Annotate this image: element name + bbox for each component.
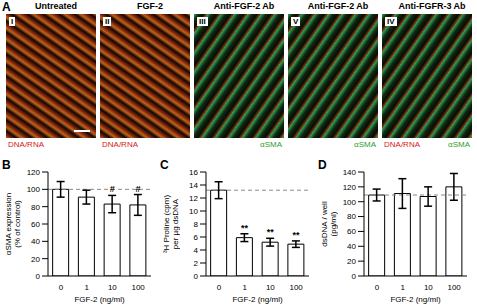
svg-text:40: 40 [347,242,356,251]
html-text:B: B [2,158,11,172]
svg-text:FGF-2 (ng/ml): FGF-2 (ng/ml) [232,295,283,304]
html-text:Untreated: Untreated [35,1,77,11]
html-text:αSMA: αSMA [354,140,376,149]
svg-text:100: 100 [447,283,461,292]
svg-text:4: 4 [194,246,199,255]
html-text:V: V [293,17,299,26]
svg-text:10: 10 [189,207,198,216]
svg-text:FGF-2 (ng/ml): FGF-2 (ng/ml) [74,295,125,304]
svg-text:**: ** [267,227,275,237]
svg-text:1: 1 [400,283,405,292]
svg-text:20: 20 [31,255,40,264]
html-text:Anti-FGF-2 Ab: Anti-FGF-2 Ab [307,1,369,11]
svg-text:³H Proline (cpm)per µg dsDNA: ³H Proline (cpm)per µg dsDNA [162,195,180,254]
html-text:FGF-2: FGF-2 [137,1,163,11]
svg-text:0: 0 [375,283,380,292]
svg-text:**: ** [241,223,249,233]
svg-text:14: 14 [189,181,198,190]
svg-text:100: 100 [289,283,303,292]
svg-text:100: 100 [27,185,41,194]
html-text:αSMA: αSMA [260,140,282,149]
svg-text:80: 80 [31,203,40,212]
html-text:DNA/RNA: DNA/RNA [102,140,138,149]
html-text:IV: IV [387,17,395,26]
svg-text:6: 6 [194,233,199,242]
svg-text:1: 1 [84,283,89,292]
svg-text:αSMA expression(% of control): αSMA expression(% of control) [4,193,22,255]
svg-text:100: 100 [131,283,145,292]
svg-text:2: 2 [194,259,199,268]
svg-text:140: 140 [343,168,357,177]
svg-text:**: ** [292,230,300,240]
html-text:A: A [2,0,11,14]
svg-text:FGF-2 (ng/ml): FGF-2 (ng/ml) [390,295,441,304]
html-text:αSMA: αSMA [448,140,470,149]
html-text:Anti-FGF-2 Ab: Anti-FGF-2 Ab [213,1,275,11]
svg-text:120: 120 [27,168,41,177]
html-text:II: II [105,17,110,26]
svg-text:0: 0 [217,283,222,292]
svg-text:0: 0 [36,272,41,281]
svg-text:8: 8 [194,220,199,229]
html-text:C: C [160,158,169,172]
svg-text:10: 10 [424,283,433,292]
html-text:I: I [11,17,14,26]
svg-text:60: 60 [347,227,356,236]
svg-text:#: # [135,184,140,194]
html-text:DNA/RNA: DNA/RNA [384,140,420,149]
svg-text:20: 20 [347,257,356,266]
html-text:Anti-FGFR-3 Ab: Anti-FGFR-3 Ab [398,1,466,11]
svg-text:10: 10 [108,283,117,292]
svg-text:80: 80 [347,212,356,221]
svg-text:100: 100 [343,198,357,207]
svg-text:40: 40 [31,237,40,246]
svg-text:16: 16 [189,168,198,177]
svg-text:10: 10 [266,283,275,292]
html-text:DNA/RNA: DNA/RNA [8,140,44,149]
svg-text:0: 0 [194,272,199,281]
svg-text:12: 12 [189,194,198,203]
svg-text:60: 60 [31,220,40,229]
svg-text:0: 0 [352,272,357,281]
svg-text:dsDNA / well(pg/ml): dsDNA / well(pg/ml) [320,201,338,247]
svg-text:0: 0 [59,283,64,292]
svg-text:120: 120 [343,183,357,192]
html-text:III: III [199,17,206,26]
html-text:D: D [318,158,327,172]
svg-text:#: # [110,184,115,194]
svg-text:1: 1 [242,283,247,292]
